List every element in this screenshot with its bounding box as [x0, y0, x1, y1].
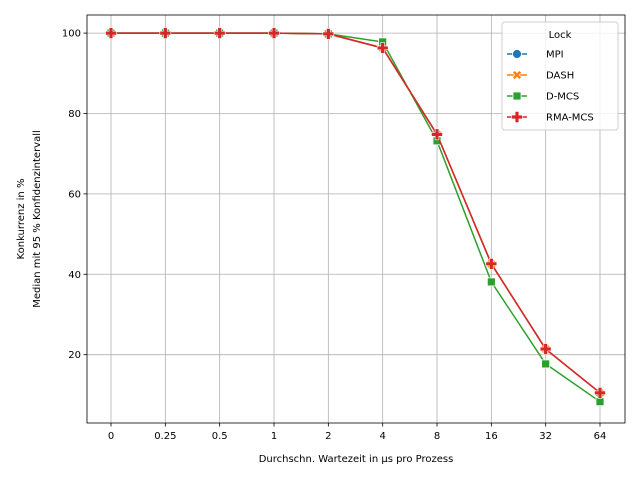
x-tick-label: 8 — [434, 431, 440, 442]
legend-label: MPI — [546, 50, 564, 61]
x-tick-label: 1 — [271, 431, 277, 442]
x-tick-label: 0 — [108, 431, 114, 442]
data-point — [595, 397, 605, 407]
y-tick-label: 20 — [68, 350, 81, 361]
data-point — [105, 27, 117, 39]
x-tick-label: 32 — [539, 431, 552, 442]
series-rma-mcs — [105, 27, 606, 399]
series-line — [111, 32, 601, 394]
plot-frame — [86, 14, 626, 424]
data-point — [541, 359, 551, 369]
x-tick-label: 16 — [485, 431, 498, 442]
y-tick-label: 80 — [68, 109, 81, 120]
data-point — [485, 258, 498, 270]
legend-title: Lock — [549, 30, 572, 41]
legend-item-mpi: MPI — [507, 49, 564, 61]
legend-marker — [512, 49, 522, 59]
x-tick-label: 64 — [594, 431, 607, 442]
legend-box — [501, 21, 619, 131]
y-tick-label: 40 — [68, 270, 81, 281]
y-axis-label-line-2: Median mit 95 % Konfidenzintervall — [32, 130, 43, 308]
x-axis-label: Durchschn. Wartezeit in µs pro Prozess — [259, 454, 454, 465]
legend-label: DASH — [546, 71, 574, 82]
legend-item-d-mcs: D-MCS — [507, 92, 579, 103]
legend-marker — [512, 91, 522, 101]
data-point — [322, 28, 335, 40]
x-tick-label: 0.25 — [154, 431, 176, 442]
legend-label: RMA-MCS — [546, 113, 594, 124]
legend-marker — [511, 111, 523, 123]
data-point — [539, 343, 552, 355]
x-tick-label: 2 — [325, 431, 331, 442]
legend-label: D-MCS — [546, 92, 579, 103]
legend: Lock MPI DASH D-MCS RMA-MCS — [501, 21, 619, 131]
legend-marker — [512, 70, 522, 80]
data-point — [268, 27, 280, 39]
data-point — [594, 387, 606, 399]
series-layer — [105, 27, 606, 407]
y-axis-label-line-1: Konkurrenz in % — [16, 179, 27, 260]
y-tick-label: 100 — [62, 29, 81, 40]
x-tick-label: 4 — [379, 431, 385, 442]
x-tick-label: 0.5 — [212, 431, 228, 442]
data-point — [431, 128, 443, 141]
data-point — [376, 42, 389, 54]
legend-item-rma-mcs: RMA-MCS — [507, 111, 594, 124]
legend-item-dash: DASH — [507, 70, 574, 82]
data-point — [486, 277, 496, 287]
y-tick-label: 60 — [68, 189, 81, 200]
data-point — [159, 27, 172, 39]
ticks: 0 0.25 0.5 1 2 4 8 16 32 64 20 40 60 80 100 — [62, 29, 606, 442]
data-point — [213, 27, 226, 39]
